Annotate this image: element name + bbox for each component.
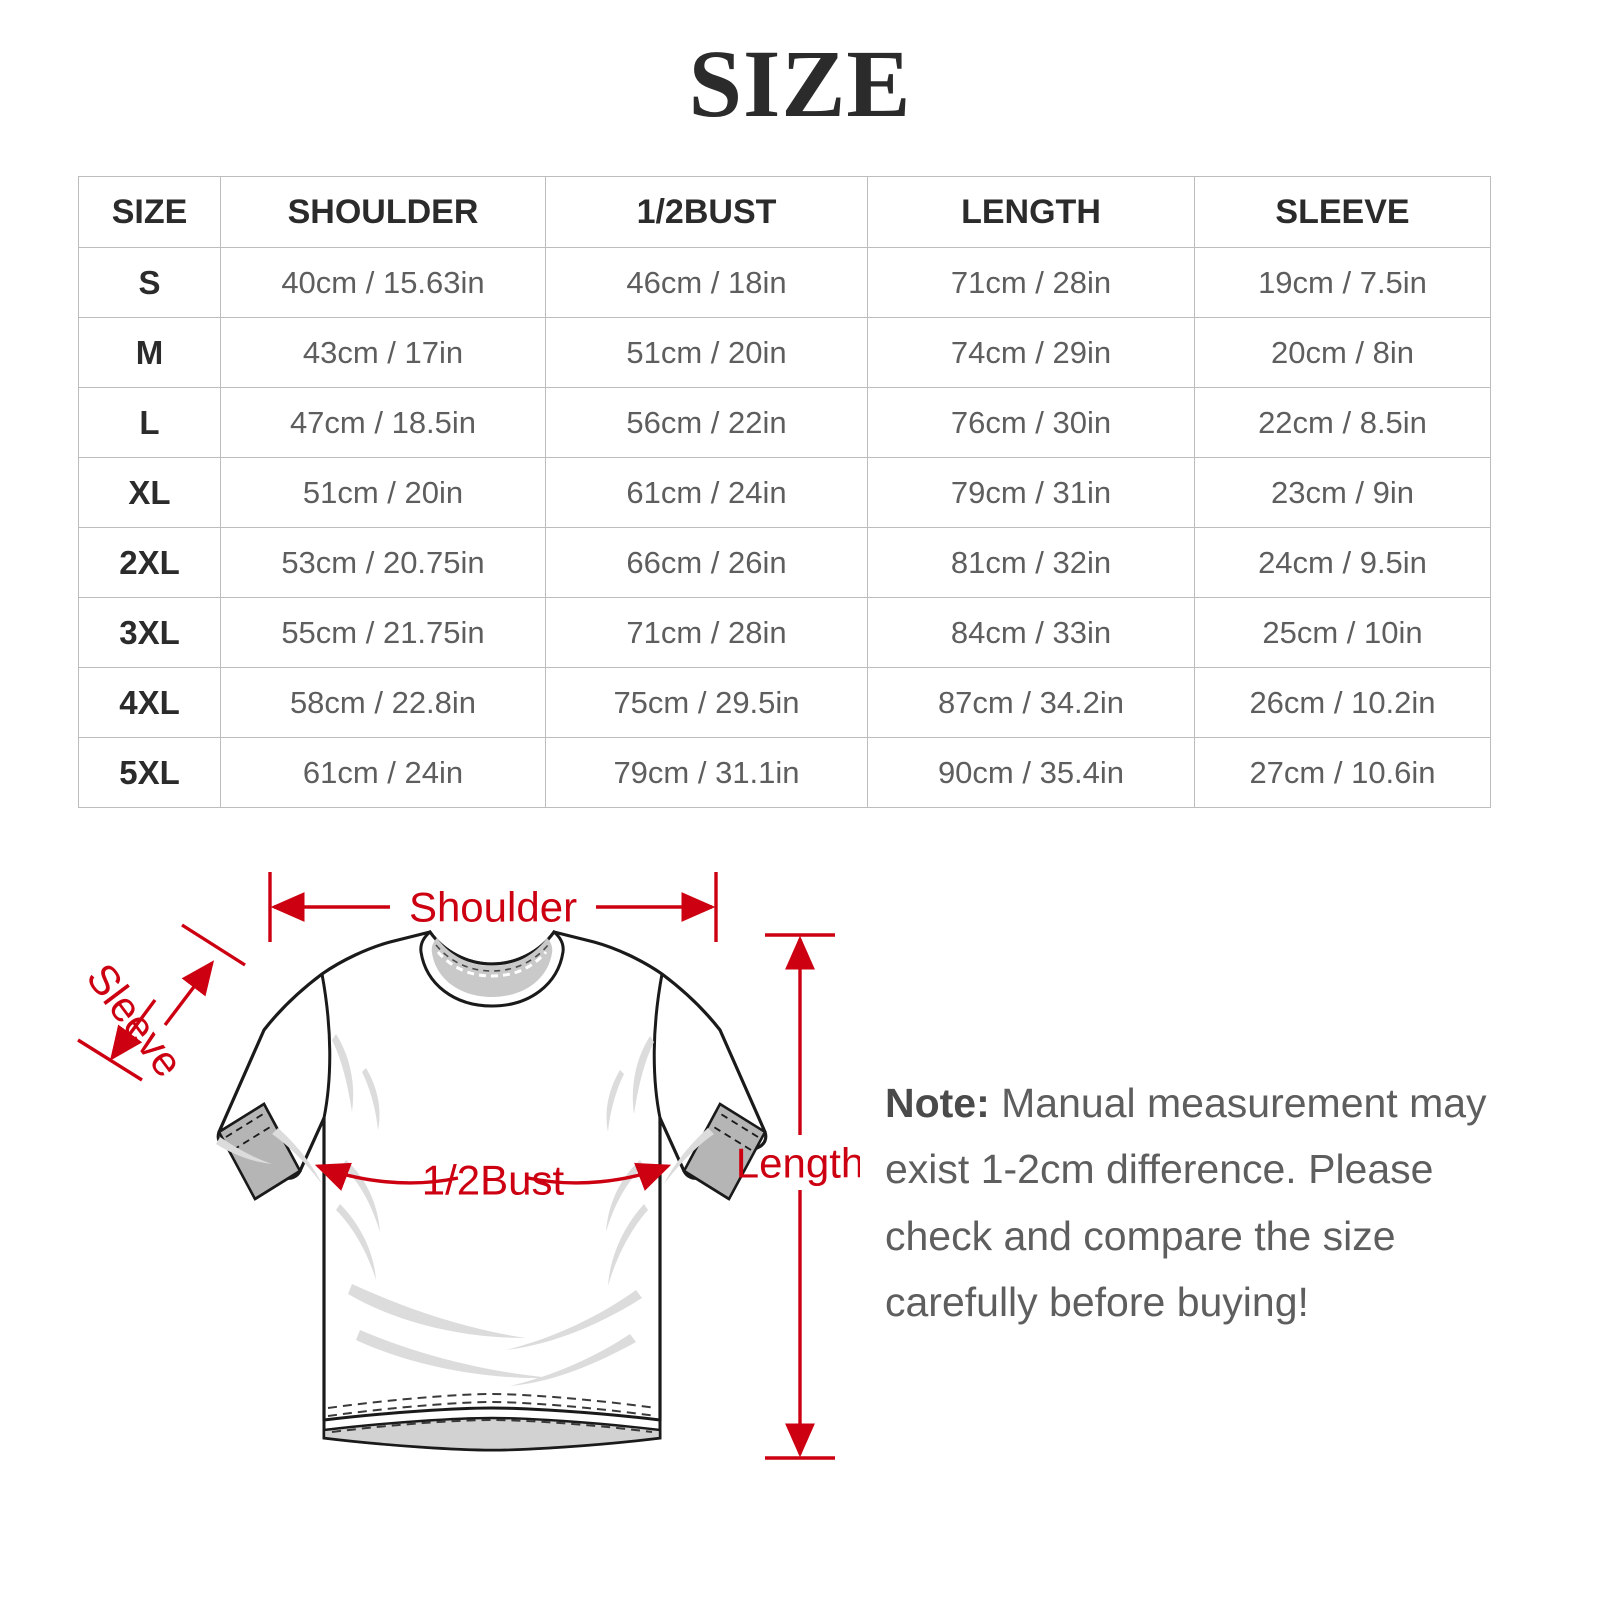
cell-bust: 56cm / 22in (545, 387, 868, 458)
half-bust-arrow-left (314, 1162, 459, 1191)
cell-size: 3XL (78, 597, 221, 668)
sleeve-cuff-right-stitch-2 (708, 1123, 752, 1151)
cell-sleeve: 27cm / 10.6in (1194, 737, 1491, 808)
cell-shoulder: 43cm / 17in (220, 317, 546, 388)
cell-length: 90cm / 35.4in (867, 737, 1195, 808)
cell-shoulder: 40cm / 15.63in (220, 247, 546, 318)
sleeve-label: Sleeve (78, 955, 193, 1086)
cell-sleeve: 20cm / 8in (1194, 317, 1491, 388)
cell-shoulder: 53cm / 20.75in (220, 527, 546, 598)
length-label: Length (736, 1140, 860, 1187)
cell-bust: 61cm / 24in (545, 457, 868, 528)
table-row: 2XL 53cm / 20.75in 66cm / 26in 81cm / 32… (78, 527, 1491, 598)
sleeve-dimension: Sleeve (77, 923, 246, 1086)
cell-bust: 66cm / 26in (545, 527, 868, 598)
cell-size: 2XL (78, 527, 221, 598)
cell-size: L (78, 387, 221, 458)
cell-shoulder: 55cm / 21.75in (220, 597, 546, 668)
cell-bust: 79cm / 31.1in (545, 737, 868, 808)
tshirt-garment (216, 929, 768, 1452)
cell-sleeve: 25cm / 10in (1194, 597, 1491, 668)
note-body: Manual measurement may exist 1-2cm diffe… (885, 1080, 1487, 1326)
shoulder-label: Shoulder (409, 884, 577, 931)
sleeve-cuff-left-edge (254, 1169, 301, 1201)
sleeve-arrow-up (163, 960, 215, 1027)
fabric-fold-shading (216, 1034, 714, 1386)
hem-stitch-upper-2 (327, 1400, 657, 1417)
cell-sleeve: 23cm / 9in (1194, 457, 1491, 528)
page-title: SIZE (688, 30, 912, 137)
sleeve-cuff-right-stitch-1 (715, 1110, 759, 1138)
collar-stitch-line (436, 951, 548, 978)
column-header-length: LENGTH (867, 176, 1195, 248)
table-row: 4XL 58cm / 22.8in 75cm / 29.5in 87cm / 3… (78, 667, 1491, 738)
armhole-seam-right (652, 973, 664, 1119)
note-text-block: Note: Manual measurement may exist 1-2cm… (885, 1070, 1525, 1336)
cell-bust: 71cm / 28in (545, 597, 868, 668)
cell-length: 84cm / 33in (867, 597, 1195, 668)
sleeve-tick-top (181, 923, 246, 967)
table-row: 5XL 61cm / 24in 79cm / 31.1in 90cm / 35.… (78, 737, 1491, 808)
table-header-row: SIZE SHOULDER 1/2BUST LENGTH SLEEVE (78, 176, 1491, 248)
shoulder-dimension: Shoulder (268, 872, 718, 942)
table-row: 3XL 55cm / 21.75in 71cm / 28in 84cm / 33… (78, 597, 1491, 668)
cell-size: XL (78, 457, 221, 528)
cell-shoulder: 58cm / 22.8in (220, 667, 546, 738)
table-row: L 47cm / 18.5in 56cm / 22in 76cm / 30in … (78, 387, 1491, 458)
sleeve-cuff-right-edge (683, 1169, 730, 1201)
size-chart-table: SIZE SHOULDER 1/2BUST LENGTH SLEEVE S 40… (78, 176, 1491, 808)
length-dimension: Length (736, 933, 860, 1460)
cell-length: 81cm / 32in (867, 527, 1195, 598)
cell-shoulder: 51cm / 20in (220, 457, 546, 528)
armhole-seam-left (320, 973, 332, 1119)
hem-shade (322, 1416, 662, 1452)
tshirt-illustration-svg: Shoulder Sleeve 1/2Bust (77, 872, 860, 1460)
cell-shoulder: 47cm / 18.5in (220, 387, 546, 458)
measurement-diagram: Shoulder Sleeve 1/2Bust (0, 830, 1600, 1600)
column-header-shoulder: SHOULDER (220, 176, 546, 248)
cell-size: S (78, 247, 221, 318)
cell-size: 5XL (78, 737, 221, 808)
cell-bust: 75cm / 29.5in (545, 667, 868, 738)
cell-length: 71cm / 28in (867, 247, 1195, 318)
sleeve-arrow-down (109, 998, 157, 1061)
cell-length: 74cm / 29in (867, 317, 1195, 388)
collar-inner-shade (431, 938, 553, 997)
cell-bust: 46cm / 18in (545, 247, 868, 318)
table-row: M 43cm / 17in 51cm / 20in 74cm / 29in 20… (78, 317, 1491, 388)
hem-stitch-lower (331, 1418, 653, 1433)
cell-length: 79cm / 31in (867, 457, 1195, 528)
hem-stitch-upper (327, 1392, 657, 1409)
cell-sleeve: 22cm / 8.5in (1194, 387, 1491, 458)
column-header-size: SIZE (78, 176, 221, 248)
size-chart-table-container: SIZE SHOULDER 1/2BUST LENGTH SLEEVE S 40… (78, 176, 1491, 808)
column-header-bust: 1/2BUST (545, 176, 868, 248)
half-bust-dimension: 1/2Bust (314, 1157, 672, 1204)
half-bust-arrow-right (527, 1162, 672, 1191)
cell-sleeve: 26cm / 10.2in (1194, 667, 1491, 738)
cell-length: 87cm / 34.2in (867, 667, 1195, 738)
cell-bust: 51cm / 20in (545, 317, 868, 388)
sleeve-cuff-left-stitch-2 (232, 1123, 276, 1151)
note-label: Note: (885, 1080, 990, 1126)
cell-size: M (78, 317, 221, 388)
sleeve-cuff-left-stitch-1 (225, 1110, 269, 1138)
column-header-sleeve: SLEEVE (1194, 176, 1491, 248)
cell-length: 76cm / 30in (867, 387, 1195, 458)
table-row: S 40cm / 15.63in 46cm / 18in 71cm / 28in… (78, 247, 1491, 318)
cell-sleeve: 19cm / 7.5in (1194, 247, 1491, 318)
cell-sleeve: 24cm / 9.5in (1194, 527, 1491, 598)
cell-size: 4XL (78, 667, 221, 738)
table-row: XL 51cm / 20in 61cm / 24in 79cm / 31in 2… (78, 457, 1491, 528)
half-bust-label: 1/2Bust (422, 1157, 565, 1204)
cell-shoulder: 61cm / 24in (220, 737, 546, 808)
